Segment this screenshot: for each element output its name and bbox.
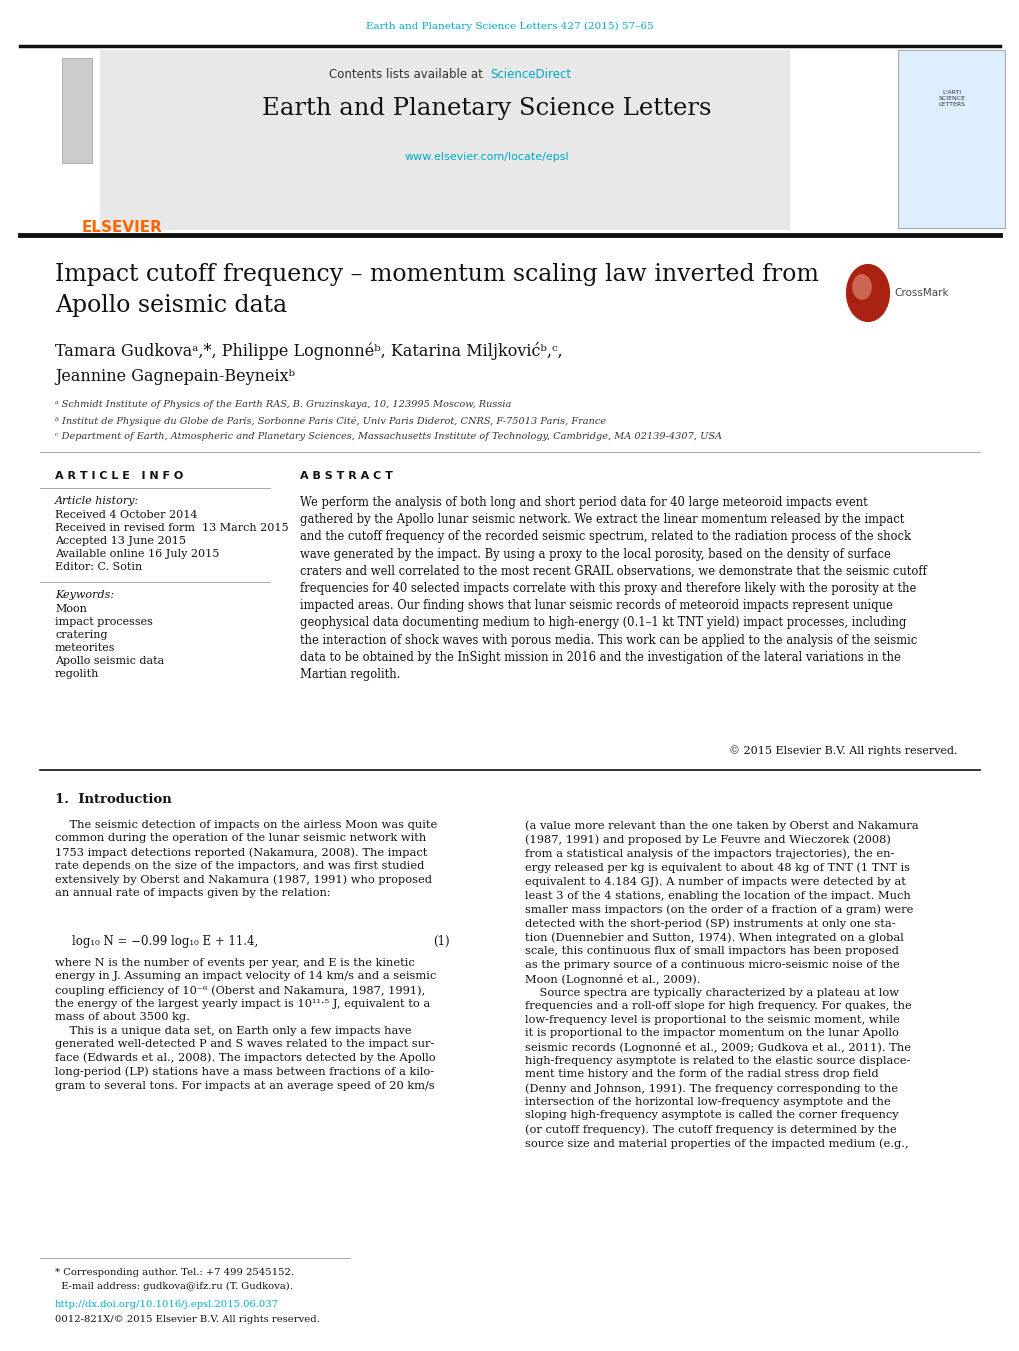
Text: Tamara Gudkovaᵃ,*, Philippe Lognonnéᵇ, Katarina Miljkovićᵇ,ᶜ,: Tamara Gudkovaᵃ,*, Philippe Lognonnéᵇ, K… bbox=[55, 342, 562, 359]
Text: Available online 16 July 2015: Available online 16 July 2015 bbox=[55, 549, 219, 559]
Text: Received 4 October 2014: Received 4 October 2014 bbox=[55, 509, 198, 520]
Text: We perform the analysis of both long and short period data for 40 large meteoroi: We perform the analysis of both long and… bbox=[300, 496, 926, 681]
Text: Jeannine Gagnepain-Beyneixᵇ: Jeannine Gagnepain-Beyneixᵇ bbox=[55, 367, 294, 385]
Text: © 2015 Elsevier B.V. All rights reserved.: © 2015 Elsevier B.V. All rights reserved… bbox=[729, 744, 957, 755]
Text: * Corresponding author. Tel.: +7 499 2545152.: * Corresponding author. Tel.: +7 499 254… bbox=[55, 1269, 293, 1277]
Text: A R T I C L E   I N F O: A R T I C L E I N F O bbox=[55, 471, 183, 481]
Text: Earth and Planetary Science Letters 427 (2015) 57–65: Earth and Planetary Science Letters 427 … bbox=[366, 22, 653, 31]
Text: impact processes: impact processes bbox=[55, 617, 153, 627]
Text: L'ARTI
SCIENCE
LETTERS: L'ARTI SCIENCE LETTERS bbox=[937, 91, 965, 107]
Text: Contents lists available at: Contents lists available at bbox=[329, 68, 486, 81]
Circle shape bbox=[846, 265, 889, 322]
Text: ScienceDirect: ScienceDirect bbox=[489, 68, 571, 81]
Text: The seismic detection of impacts on the airless Moon was quite
common during the: The seismic detection of impacts on the … bbox=[55, 820, 437, 898]
Text: Keywords:: Keywords: bbox=[55, 590, 114, 600]
Text: Apollo seismic data: Apollo seismic data bbox=[55, 657, 164, 666]
Text: Moon: Moon bbox=[55, 604, 87, 613]
Text: ELSEVIER: ELSEVIER bbox=[82, 220, 163, 235]
FancyBboxPatch shape bbox=[897, 50, 1004, 228]
Text: http://dx.doi.org/10.1016/j.epsl.2015.06.037: http://dx.doi.org/10.1016/j.epsl.2015.06… bbox=[55, 1300, 279, 1309]
Text: Received in revised form  13 March 2015: Received in revised form 13 March 2015 bbox=[55, 523, 288, 534]
Text: E-mail address: gudkova@ifz.ru (T. Gudkova).: E-mail address: gudkova@ifz.ru (T. Gudko… bbox=[55, 1282, 292, 1292]
Circle shape bbox=[852, 274, 870, 299]
Text: Accepted 13 June 2015: Accepted 13 June 2015 bbox=[55, 536, 185, 546]
Text: 1.  Introduction: 1. Introduction bbox=[55, 793, 171, 807]
Text: Earth and Planetary Science Letters: Earth and Planetary Science Letters bbox=[262, 97, 711, 120]
FancyBboxPatch shape bbox=[62, 58, 92, 163]
Text: (a value more relevant than the one taken by Oberst and Nakamura
(1987, 1991) an: (a value more relevant than the one take… bbox=[525, 820, 918, 1148]
Text: Article history:: Article history: bbox=[55, 496, 140, 507]
Text: Impact cutoff frequency – momentum scaling law inverted from
Apollo seismic data: Impact cutoff frequency – momentum scali… bbox=[55, 263, 818, 317]
Text: ᵃ Schmidt Institute of Physics of the Earth RAS, B. Gruzinskaya, 10, 123995 Mosc: ᵃ Schmidt Institute of Physics of the Ea… bbox=[55, 400, 511, 409]
Text: regolith: regolith bbox=[55, 669, 99, 680]
Text: ᶜ Department of Earth, Atmospheric and Planetary Sciences, Massachusetts Institu: ᶜ Department of Earth, Atmospheric and P… bbox=[55, 432, 721, 440]
FancyBboxPatch shape bbox=[100, 50, 790, 230]
Text: cratering: cratering bbox=[55, 630, 107, 640]
Text: log₁₀ N = −0.99 log₁₀ E + 11.4,: log₁₀ N = −0.99 log₁₀ E + 11.4, bbox=[72, 935, 258, 948]
Text: meteorites: meteorites bbox=[55, 643, 115, 653]
Text: www.elsevier.com/locate/epsl: www.elsevier.com/locate/epsl bbox=[405, 153, 569, 162]
Text: where N is the number of events per year, and E is the kinetic
energy in J. Assu: where N is the number of events per year… bbox=[55, 958, 436, 1090]
Text: A B S T R A C T: A B S T R A C T bbox=[300, 471, 392, 481]
Text: CrossMark: CrossMark bbox=[893, 288, 948, 299]
Text: 0012-821X/© 2015 Elsevier B.V. All rights reserved.: 0012-821X/© 2015 Elsevier B.V. All right… bbox=[55, 1315, 319, 1324]
Text: (1): (1) bbox=[433, 935, 449, 948]
Text: ᵇ Institut de Physique du Globe de Paris, Sorbonne Paris Cité, Univ Paris Didero: ᵇ Institut de Physique du Globe de Paris… bbox=[55, 416, 605, 426]
Text: Editor: C. Sotin: Editor: C. Sotin bbox=[55, 562, 142, 571]
